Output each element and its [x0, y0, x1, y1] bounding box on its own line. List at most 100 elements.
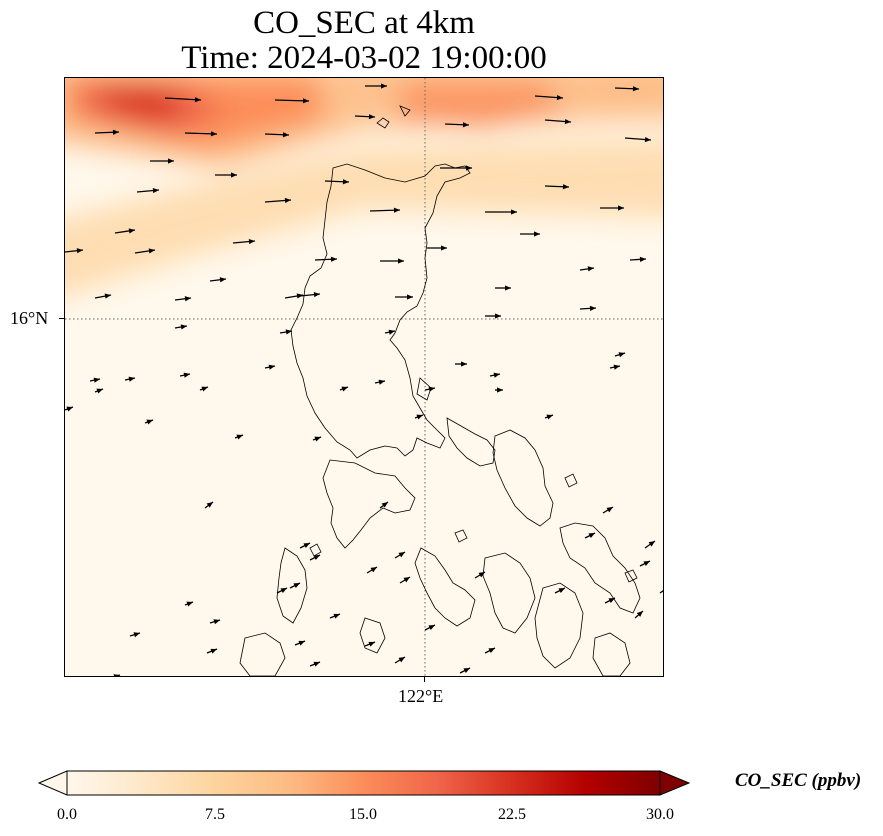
wind-vector-head — [466, 165, 472, 171]
wind-vector-head — [505, 285, 511, 291]
coastline — [239, 105, 641, 676]
wind-vector-head — [113, 674, 120, 676]
wind-vector-head — [146, 419, 153, 425]
wind-vector-head — [76, 248, 83, 254]
wind-vector-head — [210, 648, 217, 654]
lon-tick-label: 122°E — [398, 686, 444, 706]
co-sec-field — [65, 78, 663, 296]
wind-vector-head — [381, 83, 387, 89]
wind-vector-head — [562, 184, 569, 190]
wind-vector-head — [618, 352, 625, 358]
wind-vector-head — [341, 386, 348, 392]
wind-vector-head — [168, 158, 174, 164]
wind-vector-head — [636, 611, 643, 617]
wind-vector-head — [556, 94, 563, 101]
colorbar-tick-label: 7.5 — [205, 806, 225, 823]
wind-vectors — [65, 83, 663, 676]
wind-vector-head — [313, 555, 320, 561]
map-time-subtitle: Time: 2024-03-02 19:00:00 — [181, 40, 547, 76]
wind-vector-head — [342, 179, 349, 185]
wind-vector-head — [231, 172, 237, 178]
lon-tick-mark — [424, 677, 425, 682]
wind-vector-head — [495, 313, 501, 319]
wind-vector-head — [180, 324, 187, 330]
wind-vector-head — [478, 572, 485, 578]
wind-vector-head — [112, 129, 119, 135]
wind-vector-head — [201, 386, 208, 392]
wind-vector-head — [398, 657, 405, 663]
wind-vector-head — [589, 305, 596, 311]
wind-vector-head — [370, 567, 377, 573]
colorbar-extend-low — [37, 770, 68, 796]
wind-vector-head — [618, 205, 624, 211]
lat-tick-mark — [59, 318, 64, 319]
wind-vector-head — [210, 131, 217, 137]
wind-vector-head — [268, 364, 275, 370]
wind-vector-head — [285, 329, 292, 335]
wind-vector-head — [588, 533, 595, 539]
map-title: CO_SEC at 4km — [253, 5, 475, 41]
wind-vector-head — [648, 541, 655, 547]
wind-vector-shaft — [164, 97, 202, 101]
wind-vector-head — [587, 266, 594, 272]
lat-tick-label: 16°N — [10, 308, 49, 328]
wind-vector-head — [282, 132, 289, 138]
wind-vector-head — [558, 588, 565, 594]
wind-vector-head — [441, 245, 447, 251]
wind-vector-head — [219, 277, 226, 283]
wind-vector-head — [368, 114, 375, 120]
colorbar-tick-label: 30.0 — [646, 806, 674, 823]
wind-vector-head — [183, 372, 190, 378]
wind-vector-head — [133, 632, 140, 638]
wind-vector-head — [104, 293, 111, 299]
wind-vector-head — [393, 207, 400, 213]
wind-vector-head — [313, 661, 320, 667]
wind-vector-head — [428, 625, 435, 631]
wind-vector-head — [302, 98, 309, 104]
wind-vector-head — [128, 376, 135, 382]
wind-vector-head — [546, 414, 553, 420]
wind-vector-head — [333, 613, 340, 619]
wind-vector-head — [213, 619, 220, 625]
wind-vector-head — [606, 507, 613, 513]
wind-vector-head — [644, 136, 651, 143]
colorbar-ramp — [66, 770, 661, 796]
wind-vector-head — [368, 641, 375, 647]
wind-vector-head — [93, 377, 100, 383]
wind-vector-head — [398, 552, 405, 558]
wind-vector-head — [184, 296, 191, 302]
wind-vector-head — [293, 583, 300, 589]
wind-vector-head — [608, 598, 615, 604]
colorbar-label: CO_SEC (ppbv) — [735, 770, 862, 791]
wind-vector-shaft — [659, 590, 663, 594]
wind-vector-head — [511, 209, 517, 215]
wind-vector-head — [381, 502, 388, 508]
wind-vector-head — [398, 258, 404, 264]
wind-vector-head — [378, 379, 385, 385]
wind-vector-head — [416, 414, 423, 420]
wind-vector-head — [206, 502, 213, 508]
wind-vector-head — [186, 601, 193, 607]
wind-vector-head — [148, 248, 155, 254]
wind-vector-head — [96, 388, 103, 394]
wind-vector-head — [388, 329, 395, 335]
wind-vector-head — [313, 292, 320, 298]
wind-vector-head — [534, 231, 540, 237]
map-panel — [64, 77, 664, 677]
wind-vector-head — [403, 577, 410, 583]
wind-vector-head — [493, 372, 500, 378]
colorbar-tick-label: 15.0 — [349, 806, 377, 823]
wind-vector-head — [280, 588, 287, 594]
colorbar-tick-label: 22.5 — [498, 806, 526, 823]
wind-vector-head — [66, 406, 73, 412]
wind-vector-head — [462, 122, 469, 128]
wind-vector-head — [236, 434, 243, 440]
wind-vector-head — [284, 197, 291, 204]
wind-vector-head — [407, 294, 413, 300]
wind-vector-head — [639, 256, 646, 262]
wind-vector-head — [128, 228, 135, 234]
wind-vector-head — [632, 86, 639, 92]
wind-vector-head — [194, 97, 201, 103]
colorbar-tick-label: 0.0 — [57, 806, 77, 823]
wind-vector-head — [461, 361, 467, 367]
